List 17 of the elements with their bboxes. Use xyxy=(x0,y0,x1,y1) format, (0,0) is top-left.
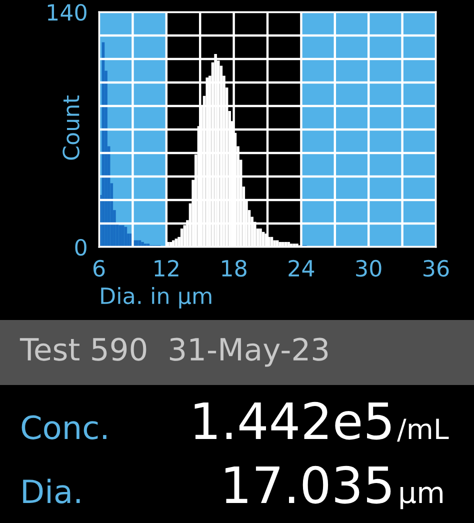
x-tick-label: 30 xyxy=(356,260,382,277)
x-axis-title: Dia. in μm xyxy=(101,287,212,309)
x-tick-label: 18 xyxy=(222,260,246,277)
y-axis-title: Count xyxy=(62,96,80,160)
text: Conc. xyxy=(22,415,106,440)
x-tick-label: 12 xyxy=(154,260,178,276)
x-tick-label: 6 xyxy=(93,260,105,277)
text: Dia. xyxy=(23,478,80,504)
x-tick-label: 24 xyxy=(288,260,314,276)
text: 17.035 xyxy=(226,466,391,504)
x-tick-label: 36 xyxy=(424,260,449,277)
y-tick-label: 140 xyxy=(48,4,86,21)
text: 1.442e5 xyxy=(194,402,391,440)
y-tick-label: 0 xyxy=(75,238,86,256)
text: μm xyxy=(400,486,442,510)
text: Test 590 31-May-23 xyxy=(20,338,328,367)
text: /mL xyxy=(397,418,449,442)
